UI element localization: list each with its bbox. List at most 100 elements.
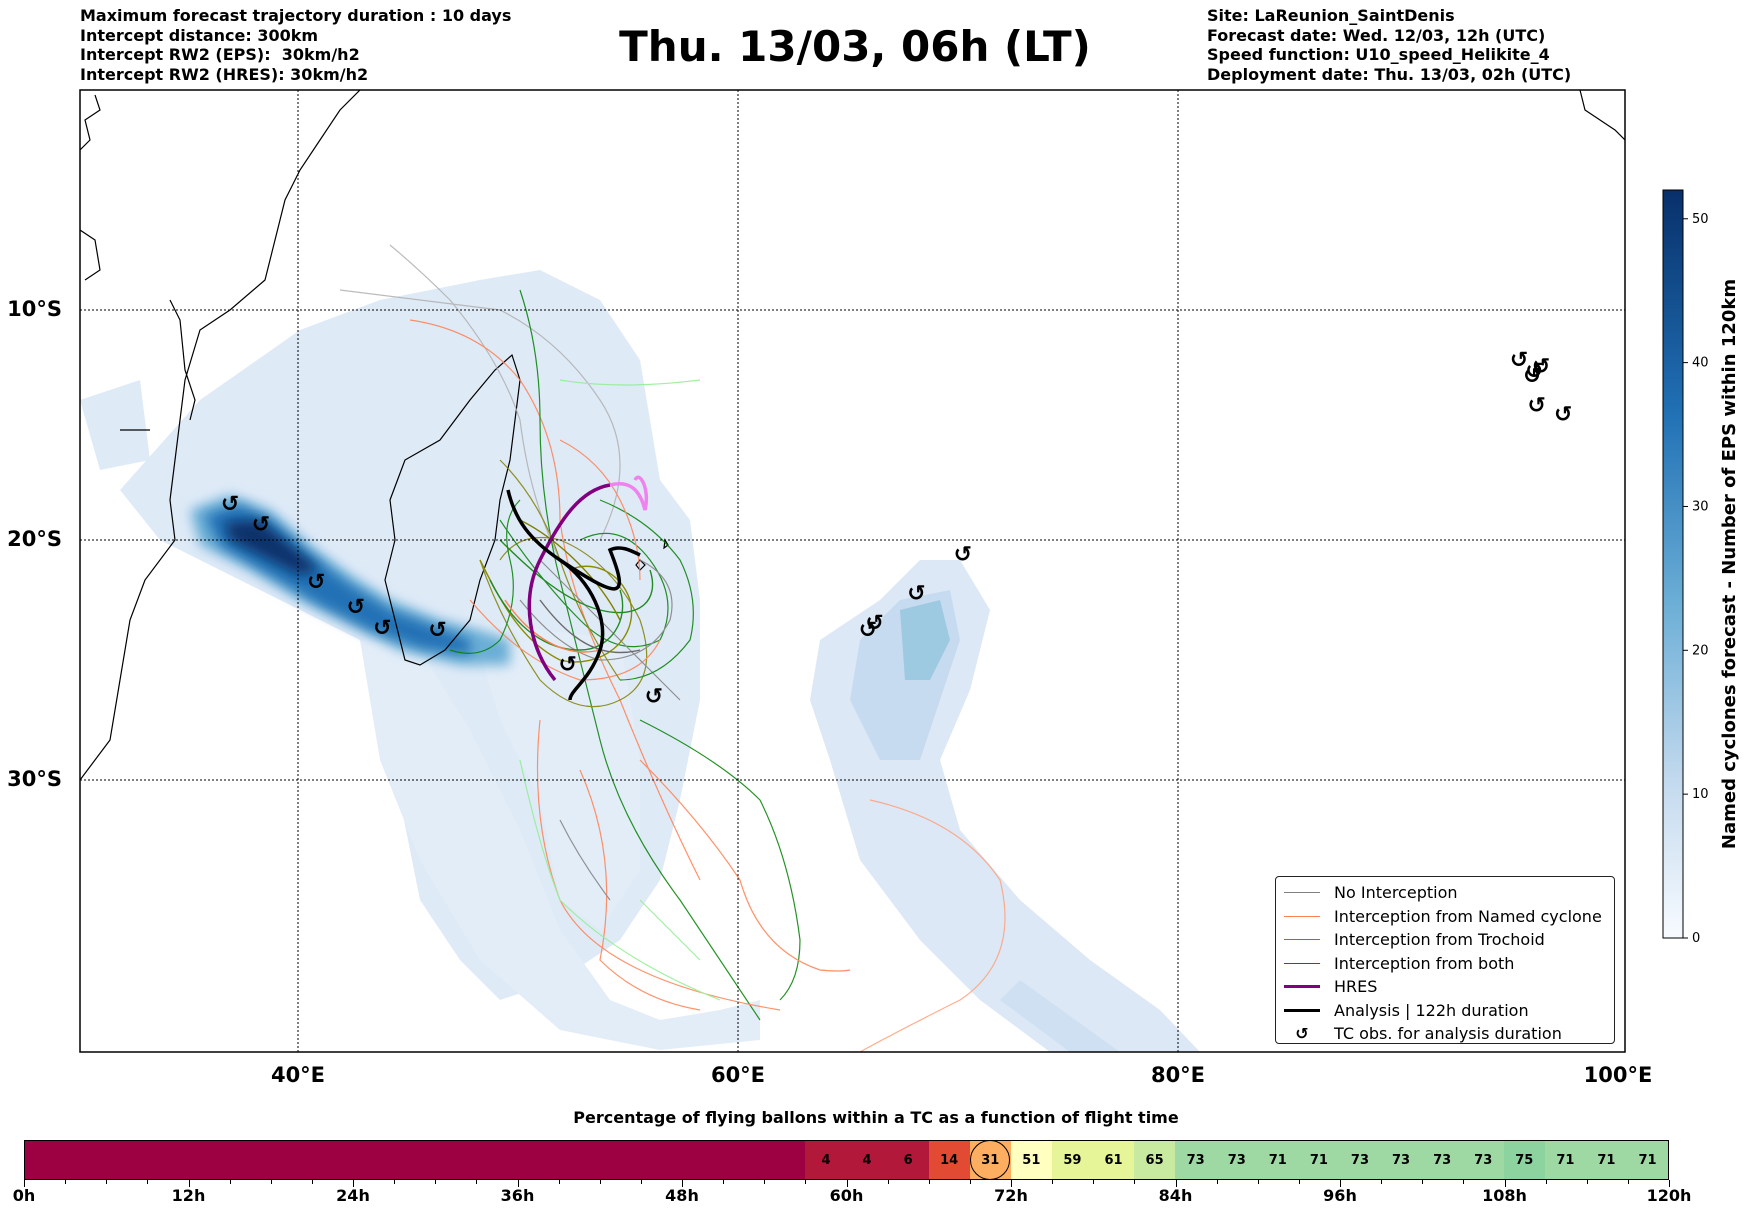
legend-item-analysis: Analysis | 122h duration: [1284, 999, 1606, 1023]
map-legend: No Interception Interception from Named …: [1275, 876, 1615, 1044]
timeline-cell: 6: [887, 1141, 929, 1179]
asia-coast: [1579, 90, 1625, 141]
tc-obs-marker: ↺: [1525, 359, 1543, 384]
africa-north-coast: [80, 94, 101, 151]
lat-label-30s: 30°S: [7, 767, 62, 791]
timeline-cell-empty: [25, 1141, 806, 1179]
legend-label: Interception from Named cyclone: [1334, 906, 1602, 926]
timeline-hour-label: 72h: [994, 1186, 1028, 1205]
trajectory: [339, 289, 621, 541]
map-frame: [79, 89, 1626, 1053]
timeline-cell-value: 65: [1145, 1152, 1164, 1168]
intercept-eps-text: Intercept RW2 (EPS): 30km/h2: [80, 45, 360, 64]
timeline-tick: [640, 1180, 642, 1184]
legend-swatch: [1284, 962, 1320, 964]
mauritius-coast: [663, 538, 669, 550]
timeline-tick: [1463, 1180, 1465, 1184]
timeline-cell-value: 4: [862, 1152, 872, 1168]
timeline-tick: [1504, 1180, 1506, 1187]
timeline-hour-labels: 0h 12h 24h 36h 48h 60h 72h 84h 96h 108h 120h: [13, 1186, 1692, 1210]
trajectory: [389, 244, 561, 561]
timeline-cell-value: 73: [1433, 1152, 1452, 1168]
timeline-tick: [1134, 1180, 1136, 1184]
timeline-cell: 73: [1421, 1141, 1463, 1179]
timeline-tick: [188, 1180, 190, 1187]
timeline-hour-label: 12h: [171, 1186, 206, 1205]
map-area: ↺↺↺↺↺ ↺↺↺↺↺↺↺↺↺↺↺ ↺↺ 10°S 20°S 30°S 40°E 6…: [7, 89, 1740, 1087]
timeline-cell: 59: [1051, 1141, 1093, 1179]
trajectory: [519, 289, 761, 1021]
timeline-tick: [517, 1180, 519, 1187]
tc-observations: ↺↺↺↺↺ ↺↺↺↺↺↺↺↺↺↺↺ ↺↺: [221, 348, 1573, 710]
timeline-cell-value: 73: [1392, 1152, 1411, 1168]
timeline-hour-label: 108h: [1482, 1186, 1527, 1205]
analysis-trajectory: [506, 489, 641, 701]
timeline-tick: [599, 1180, 601, 1184]
legend-label: TC obs. for analysis duration: [1334, 1024, 1562, 1044]
trajectory: [489, 579, 624, 651]
timeline-cell-value: 61: [1104, 1152, 1123, 1168]
trajectory: [579, 769, 701, 1011]
timeline-tick: [558, 1180, 560, 1184]
timeline-cell: 73: [1216, 1141, 1258, 1179]
legend-label: Interception from both: [1334, 953, 1515, 973]
timeline-hour-label: 120h: [1646, 1186, 1692, 1205]
timeline-cell-value: 71: [1597, 1152, 1616, 1168]
timeline-cell: 31: [969, 1140, 1011, 1180]
coastlines: [80, 90, 1625, 781]
timeline-tick: [764, 1180, 766, 1184]
trajectory: [479, 559, 633, 663]
timeline-cell-value: 71: [1638, 1152, 1657, 1168]
timeline-cell: 4: [846, 1141, 888, 1179]
density-zone-south: [470, 620, 640, 930]
timeline-tick: [1175, 1180, 1177, 1187]
legend-label: Interception from Trochoid: [1334, 930, 1545, 950]
trajectory: [539, 559, 681, 701]
colorbar-tick-label: 20: [1692, 643, 1709, 658]
timeline-hour-label: 36h: [500, 1186, 535, 1205]
lat-label-10s: 10°S: [7, 297, 62, 321]
timeline-tick: [1298, 1180, 1300, 1184]
colorbar-tick-label: 40: [1692, 356, 1709, 371]
max-duration-text: Maximum forecast trajectory duration : 1…: [80, 6, 512, 25]
timeline-hour-label: 0h: [12, 1186, 36, 1205]
hres-line: [527, 483, 611, 682]
tc-obs-marker: ↺: [559, 652, 577, 677]
tc-obs-marker: ↺: [428, 618, 446, 643]
timeline-cell: 73: [1339, 1141, 1381, 1179]
timeline-cell: 71: [1544, 1141, 1586, 1179]
legend-swatch: [1284, 915, 1320, 917]
timeline-cell: 71: [1585, 1141, 1627, 1179]
density-zone-coast: [80, 380, 150, 470]
lon-label-100e: 100°E: [1584, 1063, 1653, 1087]
timeline-cell: 51: [1010, 1141, 1052, 1179]
timeline-tick: [805, 1180, 807, 1184]
timeline-tick: [1381, 1180, 1383, 1184]
lat-label-20s: 20°S: [7, 527, 62, 551]
trajectory: [559, 819, 611, 901]
analysis-line: [506, 489, 641, 701]
tc-obs-marker: ↺: [1554, 403, 1572, 428]
timeline-tick: [353, 1180, 354, 1187]
legend-swatch: [1284, 985, 1320, 989]
timeline-tick: [846, 1180, 848, 1187]
timeline-cell: 73: [1175, 1141, 1217, 1179]
lake-shore: [169, 299, 196, 421]
colorbar-tick-label: 50: [1692, 212, 1709, 227]
density-band-peak: [225, 520, 320, 575]
tc-obs-marker: ↺: [859, 618, 877, 643]
trajectory: [449, 499, 521, 654]
timeline-cell-value: 73: [1227, 1152, 1246, 1168]
timeline-cell: 71: [1626, 1141, 1669, 1179]
highlight-circle: [970, 1140, 1011, 1180]
lon-label-80e: 80°E: [1151, 1063, 1205, 1087]
tc-obs-marker: ↺: [221, 492, 239, 517]
trajectory: [519, 759, 721, 1001]
forecast-parameters: Maximum forecast trajectory duration : 1…: [80, 6, 511, 84]
legend-label: No Interception: [1334, 883, 1458, 903]
density-zone-southwest: [360, 640, 760, 1050]
legend-label: HRES: [1334, 977, 1378, 997]
tc-obs-marker: ↺: [1527, 394, 1545, 419]
site-text: Site: LaReunion_SaintDenis: [1207, 6, 1455, 25]
legend-item-trochoid: Interception from Trochoid: [1284, 928, 1606, 952]
